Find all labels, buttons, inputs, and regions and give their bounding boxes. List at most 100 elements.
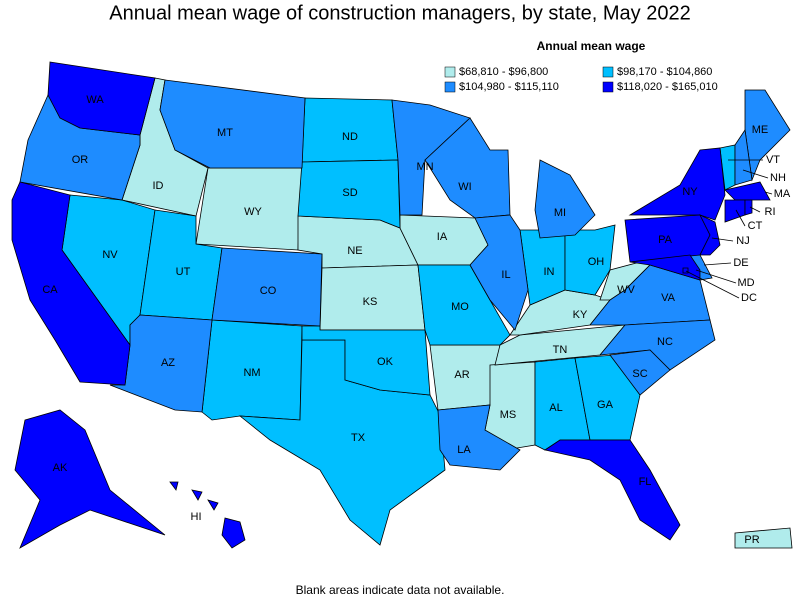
state-label: CO [260,285,277,297]
state-label: NE [347,245,362,257]
state-label: MS [500,409,517,421]
state-label: NJ [736,235,749,247]
state-label: UT [176,266,191,278]
legend-label: $104,980 - $115,110 [459,81,559,93]
state [169,481,179,491]
state-label: CT [748,220,763,232]
labels: ID WY NE IA KS AR MS TN KY WV PR ND SD NV UT NM TX OK MO IN… [42,94,791,546]
state [724,181,771,201]
state-label: OR [72,154,89,166]
state-label: AL [549,402,562,414]
state [534,159,596,239]
state-label: MN [416,161,433,173]
state-label: ND [342,131,358,143]
state-label: OK [377,356,394,368]
state [437,404,521,471]
state-label: MI [554,207,566,219]
state [564,224,616,296]
state-label: KS [363,296,378,308]
state-label: KY [573,309,588,321]
leader-line [685,270,740,299]
state-label: VT [766,154,780,166]
state-label: PR [744,534,759,546]
state [682,267,689,274]
state-label: AZ [161,357,175,369]
state [14,409,166,549]
state [47,61,156,136]
legend-title: Annual mean wage [537,39,646,53]
state-label: NM [243,367,260,379]
state-label: NY [682,186,698,198]
state [469,214,529,331]
state [207,499,219,511]
leader-line [735,209,746,227]
state [211,247,323,327]
state-label: WV [617,284,635,296]
state-label: VA [661,292,676,304]
legend-swatch [602,81,614,93]
state [724,199,746,223]
state [297,159,401,229]
state [191,489,203,501]
legend-label: $98,170 - $104,860 [617,66,712,78]
state-label: IN [544,266,555,278]
state-label: SC [632,368,647,380]
state-label: NC [657,336,673,348]
state-label: WY [244,206,262,218]
state-label: FL [639,476,652,488]
state-label: TX [351,432,366,444]
state-label: RI [765,206,776,218]
state-label: ME [752,124,769,136]
leader-line [742,169,769,179]
state [628,147,726,221]
map-title: Annual mean wage of construction manager… [109,2,690,24]
state-label: MA [774,188,791,200]
state [391,99,471,216]
states [11,61,793,549]
state [221,517,246,549]
state [734,527,793,549]
state-label: PA [658,234,673,246]
state [109,314,213,413]
legend: $68,810 - $96,800 $98,170 - $104,860 $104,… [444,66,718,93]
legend-swatch [444,66,456,78]
legend-swatch [602,66,614,78]
state-label: HI [191,511,202,523]
state [424,117,511,219]
state-label: AK [53,462,68,474]
leader-line [764,191,773,195]
state-label: DE [733,257,748,269]
state-label: OH [588,256,605,268]
state-label: SD [342,187,357,199]
state-label: MO [451,301,469,313]
state-label: ID [153,180,164,192]
leader-line [749,206,761,213]
state-label: GA [597,399,614,411]
state-label: WA [86,94,104,106]
state [699,214,721,256]
legend-label: $118,020 - $165,010 [617,81,718,93]
state [609,349,671,396]
state [11,181,131,386]
leader-line [695,269,737,284]
state [629,254,701,281]
state-label: IL [501,269,510,281]
state [543,439,681,541]
state-label: NV [102,249,118,261]
legend-label: $68,810 - $96,800 [459,66,548,78]
state-label: WI [458,181,471,193]
state-label: IA [437,231,448,243]
state-label: CA [42,284,58,296]
state-label: MT [217,127,233,139]
leader-line [703,262,732,266]
state-label: MD [737,277,754,289]
state-label: AR [454,369,469,381]
footnote: Blank areas indicate data not available. [296,583,505,597]
state [301,325,431,396]
state [159,79,306,169]
state-label: TN [553,344,568,356]
state-label: DC [741,292,757,304]
state-label: LA [457,444,471,456]
